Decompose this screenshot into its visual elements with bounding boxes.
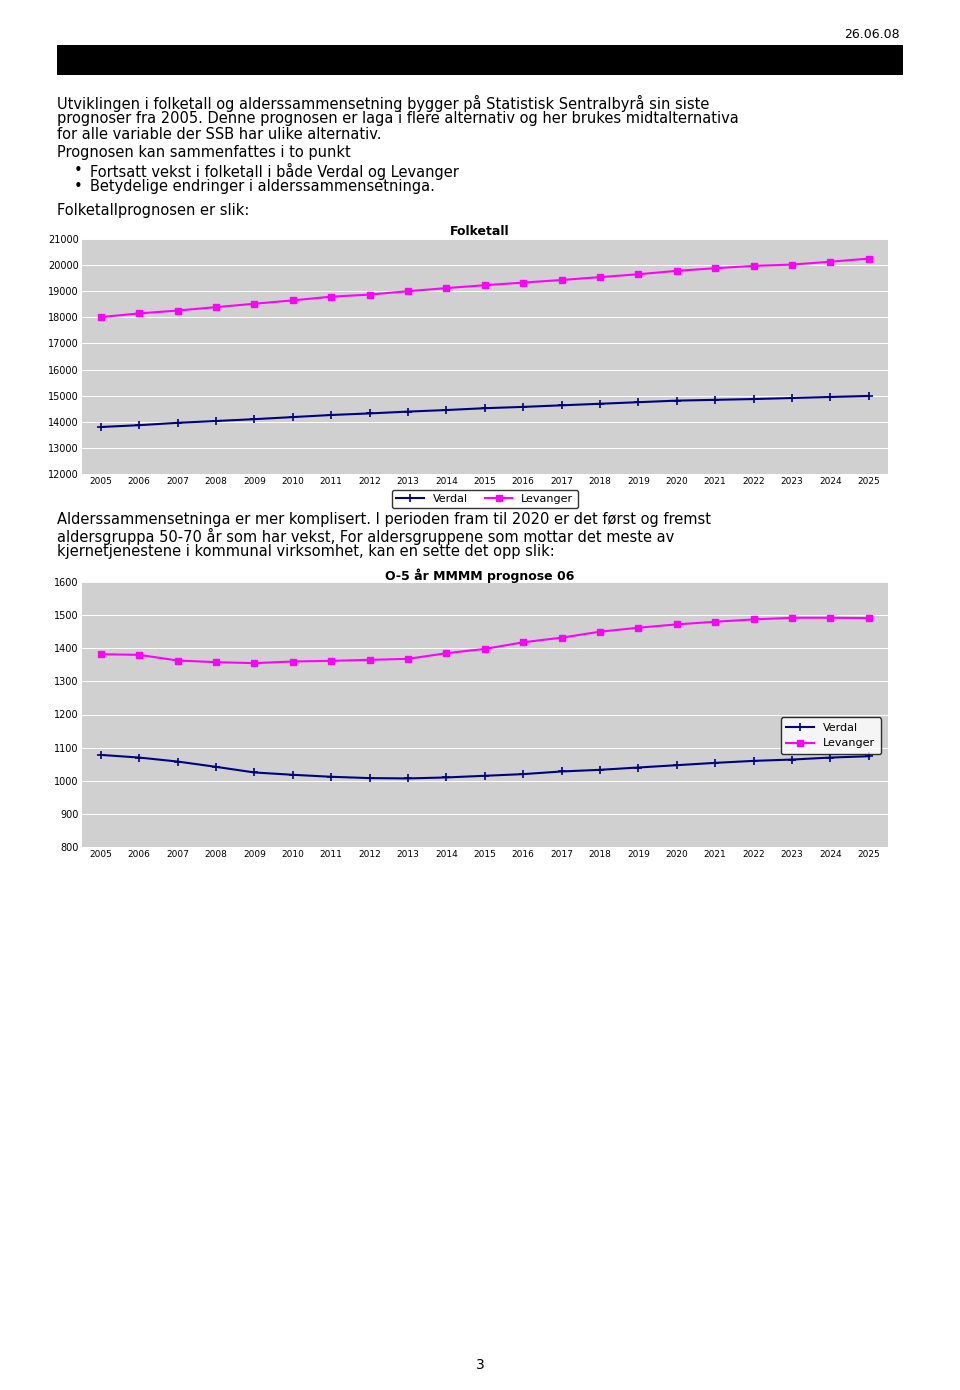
Text: for alle variable der SSB har ulike alternativ.: for alle variable der SSB har ulike alte… <box>57 126 381 142</box>
Text: Betydelige endringer i alderssammensetninga.: Betydelige endringer i alderssammensetni… <box>90 179 435 195</box>
Text: Utviklingen i folketall og alderssammensetning bygger på Statistisk Sentralbyrå : Utviklingen i folketall og alderssammens… <box>57 95 709 113</box>
Text: Prognosen kan sammenfattes i to punkt: Prognosen kan sammenfattes i to punkt <box>57 145 350 160</box>
Text: Folketall: Folketall <box>450 225 510 238</box>
Text: prognoser fra 2005. Denne prognosen er laga i flere alternativ og her brukes mid: prognoser fra 2005. Denne prognosen er l… <box>57 111 739 126</box>
FancyBboxPatch shape <box>57 44 903 75</box>
Text: •: • <box>74 179 83 195</box>
Text: kjernetjenestene i kommunal virksomhet, kan en sette det opp slik:: kjernetjenestene i kommunal virksomhet, … <box>57 543 555 559</box>
Text: 26.06.08: 26.06.08 <box>845 28 900 40</box>
Text: 3: 3 <box>475 1358 485 1372</box>
Text: Fortsatt vekst i folketall i både Verdal og Levanger: Fortsatt vekst i folketall i både Verdal… <box>90 163 459 181</box>
Text: aldersgruppa 50-70 år som har vekst, For aldersgruppene som mottar det meste av: aldersgruppa 50-70 år som har vekst, For… <box>57 528 674 545</box>
Text: 1.    DEMOGRAFISK UTVIKLING: 1. DEMOGRAFISK UTVIKLING <box>75 51 360 70</box>
Text: Folketallprognosen er slik:: Folketallprognosen er slik: <box>57 203 250 218</box>
Text: •: • <box>74 163 83 178</box>
Legend: Verdal, Levanger: Verdal, Levanger <box>392 489 578 509</box>
Text: O-5 år MMMM prognose 06: O-5 år MMMM prognose 06 <box>385 569 575 582</box>
Legend: Verdal, Levanger: Verdal, Levanger <box>780 717 881 753</box>
Text: Alderssammensetninga er mer komplisert. I perioden fram til 2020 er det først og: Alderssammensetninga er mer komplisert. … <box>57 512 711 527</box>
